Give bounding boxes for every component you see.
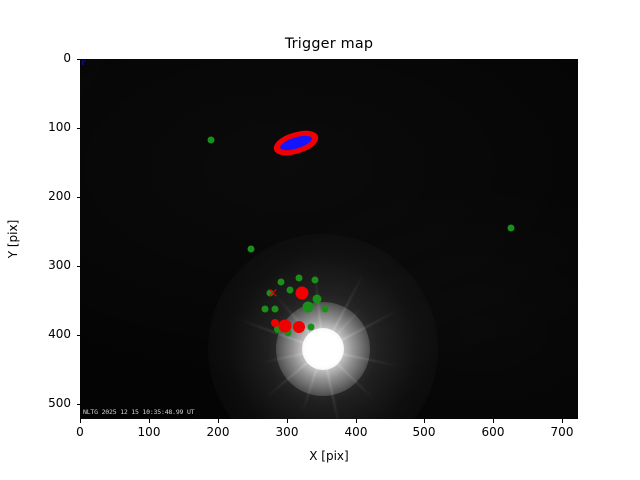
trigger-marker-green bbox=[321, 305, 329, 313]
page-title: Trigger map bbox=[284, 36, 374, 52]
xtick-label: 500 bbox=[412, 425, 436, 439]
trigger-marker-green bbox=[207, 136, 215, 144]
timestamp-overlay: NLTG 2025 12 15 10:35:48.99 UT bbox=[82, 408, 196, 417]
trigger-marker-red bbox=[278, 319, 292, 333]
xtick bbox=[80, 419, 81, 423]
trigger-marker-green bbox=[286, 286, 294, 294]
trigger-marker-green bbox=[295, 274, 303, 282]
ytick-label-text: 300 bbox=[48, 258, 71, 272]
trigger-marker-green bbox=[266, 289, 274, 297]
ytick-label-text: 100 bbox=[48, 120, 71, 134]
xtick-label: 300 bbox=[275, 425, 299, 439]
trigger-marker-green bbox=[307, 323, 315, 331]
trigger-marker-green bbox=[271, 305, 279, 313]
plot-axes[interactable]: r ✕ bbox=[80, 59, 578, 419]
image-canvas: r ✕ bbox=[80, 59, 578, 419]
ytick bbox=[76, 335, 80, 336]
xtick bbox=[287, 419, 288, 423]
trigger-marker-red bbox=[295, 286, 309, 300]
xtick-label: 100 bbox=[137, 425, 161, 439]
xtick bbox=[562, 419, 563, 423]
x-axis-label: X [pix] bbox=[309, 449, 349, 463]
xtick bbox=[493, 419, 494, 423]
trigger-marker-red bbox=[271, 319, 279, 327]
xtick-label: 0 bbox=[76, 425, 84, 439]
trigger-marker-green bbox=[277, 278, 285, 286]
ytick bbox=[76, 197, 80, 198]
reference-cross-icon: ✕ bbox=[267, 286, 279, 302]
trigger-marker-red bbox=[293, 321, 305, 333]
xtick bbox=[356, 419, 357, 423]
xtick-label: 200 bbox=[206, 425, 230, 439]
xtick bbox=[149, 419, 150, 423]
ytick bbox=[76, 128, 80, 129]
star-core bbox=[302, 328, 344, 370]
trigger-marker-green bbox=[311, 276, 319, 284]
trigger-marker-green bbox=[312, 294, 322, 304]
ytick-label-text: 200 bbox=[48, 189, 71, 203]
ytick bbox=[76, 404, 80, 405]
xtick bbox=[424, 419, 425, 423]
corner-marker-icon: r bbox=[81, 59, 86, 67]
trigger-marker-green bbox=[302, 301, 314, 313]
xtick-label: 600 bbox=[481, 425, 505, 439]
ytick bbox=[76, 266, 80, 267]
ytick-label-text: 0 bbox=[63, 51, 71, 65]
trigger-marker-green bbox=[507, 224, 515, 232]
trigger-marker-green bbox=[284, 329, 292, 337]
trigger-marker-green bbox=[274, 325, 282, 333]
ytick bbox=[76, 59, 80, 60]
background-noise bbox=[80, 59, 578, 419]
y-axis-label: Y [pix] bbox=[6, 219, 20, 259]
xtick-label: 400 bbox=[344, 425, 368, 439]
ytick-label-text: 400 bbox=[48, 327, 71, 341]
ytick-label-text: 500 bbox=[48, 396, 71, 410]
trigger-marker-green bbox=[261, 305, 269, 313]
xtick bbox=[218, 419, 219, 423]
xtick-label: 700 bbox=[550, 425, 574, 439]
trigger-marker-green bbox=[247, 245, 255, 253]
